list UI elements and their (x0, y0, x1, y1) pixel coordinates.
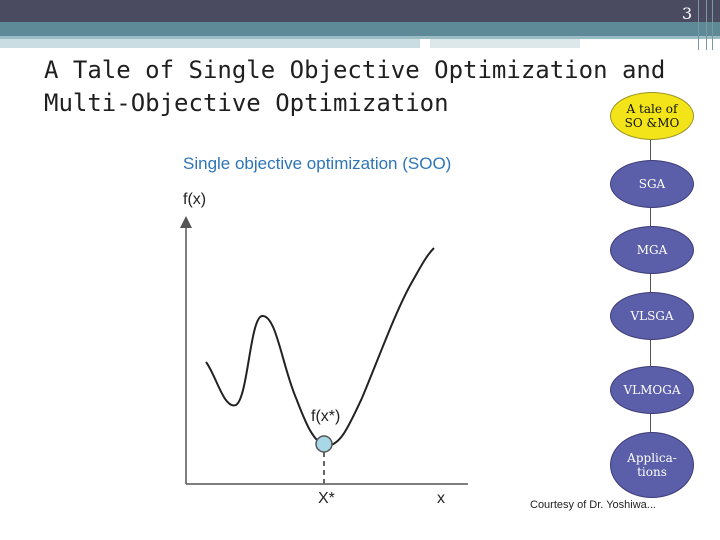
flow-node-tale[interactable]: A tale of SO &MO (610, 92, 694, 140)
flow-node-sga[interactable]: SGA (610, 160, 694, 208)
section-flow: A tale of SO &MO SGA MGA VLSGA VLMOGA Ap… (600, 88, 700, 518)
optimum-point (315, 435, 333, 453)
figure-title: Single objective optimization (SOO) (183, 154, 452, 173)
flow-connector (650, 206, 651, 226)
flow-node-label: VLSGA (630, 309, 674, 323)
header-bar (0, 0, 720, 22)
flow-node-label: MGA (636, 243, 668, 257)
header-accent-band (0, 22, 720, 36)
slide-title-line: A Tale of Single Objective Optimization … (44, 56, 666, 84)
header-divider (712, 0, 713, 50)
flow-connector (650, 338, 651, 366)
header-accent-line (0, 36, 720, 39)
x-axis-label: x (437, 490, 445, 507)
flow-connector (650, 138, 651, 160)
flow-node-label: VLMOGA (623, 383, 681, 397)
flow-node-label: Applica- (627, 451, 677, 465)
courtesy-note: Courtesy of Dr. Yoshiwa... (530, 499, 656, 511)
flow-node-label: SGA (638, 177, 666, 191)
function-curve (205, 247, 435, 448)
flow-connector (650, 412, 651, 432)
header-divider (706, 0, 707, 50)
flow-node-vlmoga[interactable]: VLMOGA (610, 366, 694, 414)
header-segment (430, 39, 580, 48)
slide-title-line: Multi-Objective Optimization (44, 89, 449, 117)
flow-node-label: SO &MO (624, 116, 680, 130)
flow-node-label: A tale of (626, 102, 678, 116)
flow-node-vlsga[interactable]: VLSGA (610, 292, 694, 340)
header-segment (0, 39, 420, 48)
slide-title: A Tale of Single Objective Optimization … (44, 54, 666, 120)
flow-connector (650, 272, 651, 292)
flow-node-mga[interactable]: MGA (610, 226, 694, 274)
y-axis-label: f(x) (183, 191, 207, 208)
slide-number: 3 (682, 4, 693, 23)
optimum-value-label: f(x*) (311, 408, 341, 425)
header-divider (698, 0, 699, 50)
optimum-x-label: X* (318, 490, 335, 507)
flow-node-applications[interactable]: Applica- tions (610, 432, 694, 498)
flow-node-label: tions (637, 465, 667, 479)
